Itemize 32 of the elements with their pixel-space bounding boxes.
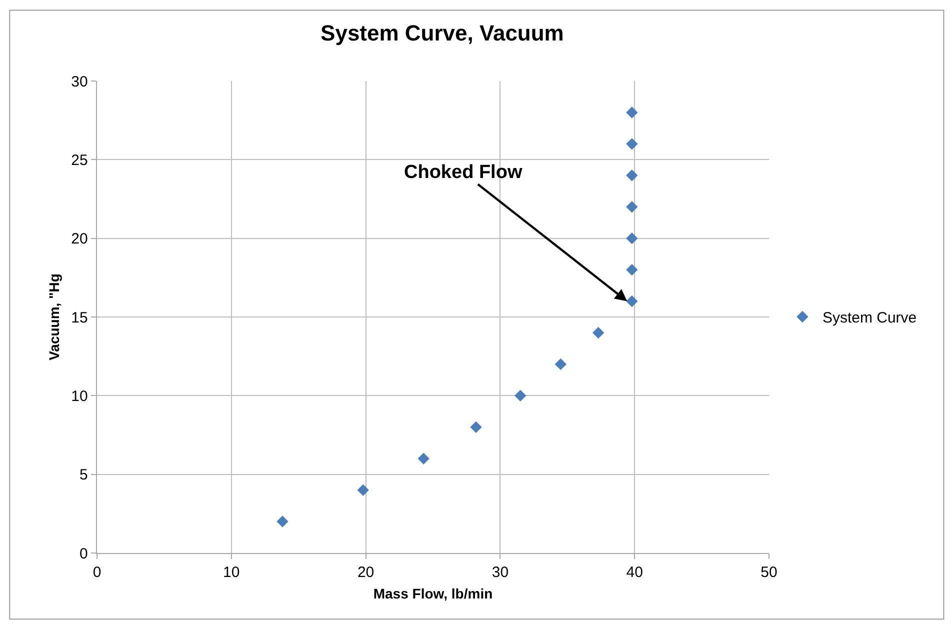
x-axis-title: Mass Flow, lb/min — [373, 585, 493, 602]
point — [418, 452, 430, 464]
y-tick-label: 10 — [71, 388, 88, 405]
point — [626, 201, 638, 213]
y-tick-label: 30 — [71, 73, 88, 90]
annotation: Choked Flow — [404, 162, 522, 183]
x-tick-label: 30 — [492, 564, 509, 582]
y-tick-label: 15 — [71, 309, 88, 326]
legend-label: System Curve — [822, 310, 917, 327]
point — [626, 106, 638, 118]
x-tick-label: 0 — [92, 564, 102, 582]
chart-title: System Curve, Vacuum — [320, 20, 564, 46]
point — [470, 421, 482, 433]
point — [626, 170, 638, 182]
point — [554, 358, 567, 370]
y-tick-label: 0 — [80, 545, 88, 562]
x-tick-label: 40 — [626, 564, 643, 582]
y-axis-title: Vacuum, "Hg — [46, 274, 62, 360]
point — [626, 232, 638, 244]
point — [626, 138, 638, 150]
x-tick-label: 10 — [223, 564, 240, 582]
point — [626, 295, 638, 308]
y-tick-label: 20 — [71, 230, 88, 248]
y-tick-label: 25 — [71, 152, 88, 169]
x-tick-label: 20 — [357, 564, 374, 582]
point — [276, 516, 288, 528]
point — [626, 264, 638, 276]
point — [592, 326, 604, 339]
x-tick-label: 50 — [760, 564, 778, 582]
point — [514, 390, 526, 402]
point — [357, 484, 369, 496]
y-tick-label: 5 — [80, 466, 88, 484]
